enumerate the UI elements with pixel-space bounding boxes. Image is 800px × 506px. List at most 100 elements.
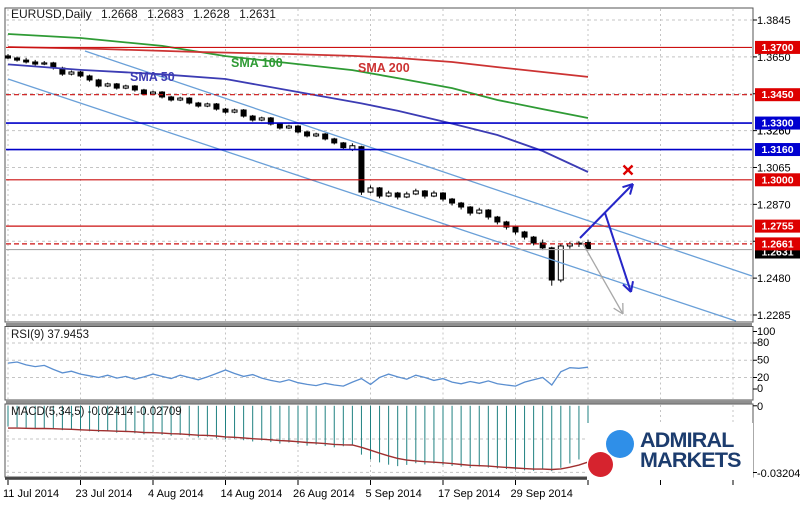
date-axis: 11 Jul 2014 23 Jul 2014 4 Aug 2014 14 Aug 2… <box>3 480 734 500</box>
date-tick-label: 5 Sep 2014 <box>366 488 422 500</box>
projection-down-arrow <box>604 212 632 293</box>
candle <box>113 83 120 89</box>
svg-text:20: 20 <box>757 372 769 384</box>
candle <box>449 198 456 204</box>
candle <box>285 125 292 129</box>
candle <box>421 190 428 197</box>
svg-text:1.3450: 1.3450 <box>761 89 793 101</box>
macd-signal-line <box>8 427 589 471</box>
candle <box>150 91 156 95</box>
annotation-arrows <box>579 164 634 315</box>
svg-text:1.3700: 1.3700 <box>761 42 793 54</box>
svg-text:SMA 50: SMA 50 <box>130 70 175 84</box>
candle <box>530 236 537 244</box>
price-level-box <box>755 40 800 54</box>
candle <box>231 109 238 113</box>
price-level-box <box>755 219 800 233</box>
candle <box>304 131 311 137</box>
svg-text:1.3160: 1.3160 <box>761 144 793 156</box>
candle <box>68 71 75 75</box>
candle <box>340 142 347 149</box>
projection-up-arrow <box>579 183 634 239</box>
candle <box>186 97 193 104</box>
candle <box>249 115 256 121</box>
candle <box>195 102 202 107</box>
candle <box>258 117 265 121</box>
macd-pane-content <box>7 405 589 472</box>
candle <box>222 108 229 113</box>
sma-line <box>7 46 589 78</box>
price-level-box <box>755 88 800 102</box>
level-lines <box>6 46 752 251</box>
candle <box>267 117 274 125</box>
admiral-markets-logo: ADMIRAL MARKETS <box>587 423 753 480</box>
logo-blue-circle <box>606 430 634 458</box>
candle <box>5 55 11 59</box>
candle <box>331 138 338 144</box>
candle <box>412 190 419 195</box>
svg-text:1.3065: 1.3065 <box>757 162 791 174</box>
candle <box>367 187 374 193</box>
sma-line <box>7 33 589 119</box>
candle <box>23 59 30 63</box>
svg-text:-0.03204: -0.03204 <box>757 468 800 480</box>
projection-gray-arrow <box>581 241 624 315</box>
candles <box>5 54 591 286</box>
candle <box>403 193 410 198</box>
date-tick-label: 26 Aug 2014 <box>293 488 355 500</box>
candle <box>394 192 401 198</box>
price-level-box <box>755 237 800 251</box>
date-tick-label: 14 Aug 2014 <box>221 488 283 500</box>
candle <box>539 242 546 249</box>
candle <box>240 109 247 117</box>
date-tick-label: 29 Sep 2014 <box>511 488 573 500</box>
svg-text:1.3300: 1.3300 <box>761 118 793 130</box>
candle <box>77 71 84 77</box>
candle <box>204 103 211 107</box>
candle <box>385 192 392 197</box>
svg-text:1.2480: 1.2480 <box>757 273 791 285</box>
price-level-box <box>755 173 800 187</box>
candle <box>358 146 365 193</box>
svg-text:0: 0 <box>757 383 763 395</box>
price-level-box <box>755 143 800 157</box>
svg-text:1.3845: 1.3845 <box>757 15 791 27</box>
candle <box>104 83 111 87</box>
candle <box>376 187 383 197</box>
logo-text: ADMIRAL MARKETS <box>640 429 742 472</box>
date-tick-label: 17 Sep 2014 <box>438 488 500 500</box>
candle <box>430 192 437 197</box>
candle <box>86 75 93 81</box>
candle <box>503 221 510 228</box>
svg-text:1.2285: 1.2285 <box>757 310 791 322</box>
candle <box>476 209 483 214</box>
candle <box>32 61 39 65</box>
candle <box>548 247 555 281</box>
candle <box>41 62 48 65</box>
svg-text:80: 80 <box>757 337 769 349</box>
candle <box>177 97 184 101</box>
candle <box>512 226 519 233</box>
svg-text:1.2661: 1.2661 <box>761 238 793 250</box>
candle <box>521 231 528 238</box>
candle <box>140 89 147 95</box>
candle <box>213 103 220 110</box>
candle <box>467 206 474 214</box>
candle <box>168 96 175 101</box>
sma-lines: SMA 50 SMA 100 SMA 200 <box>7 33 589 173</box>
svg-text:SMA 200: SMA 200 <box>358 61 410 75</box>
candle <box>494 216 501 223</box>
svg-text:100: 100 <box>757 326 775 338</box>
candle <box>440 192 446 200</box>
svg-text:1.3650: 1.3650 <box>757 52 791 64</box>
candle <box>95 79 102 87</box>
sma-line <box>7 63 589 173</box>
logo-text-line2: MARKETS <box>640 448 742 472</box>
price-axis: 1.38451.36501.32601.30651.28701.24801.22… <box>753 15 800 322</box>
date-tick-label: 11 Jul 2014 <box>3 488 59 500</box>
candle <box>276 123 283 129</box>
svg-text:0: 0 <box>757 401 763 413</box>
rsi-line <box>7 361 589 387</box>
svg-text:50: 50 <box>757 355 769 367</box>
